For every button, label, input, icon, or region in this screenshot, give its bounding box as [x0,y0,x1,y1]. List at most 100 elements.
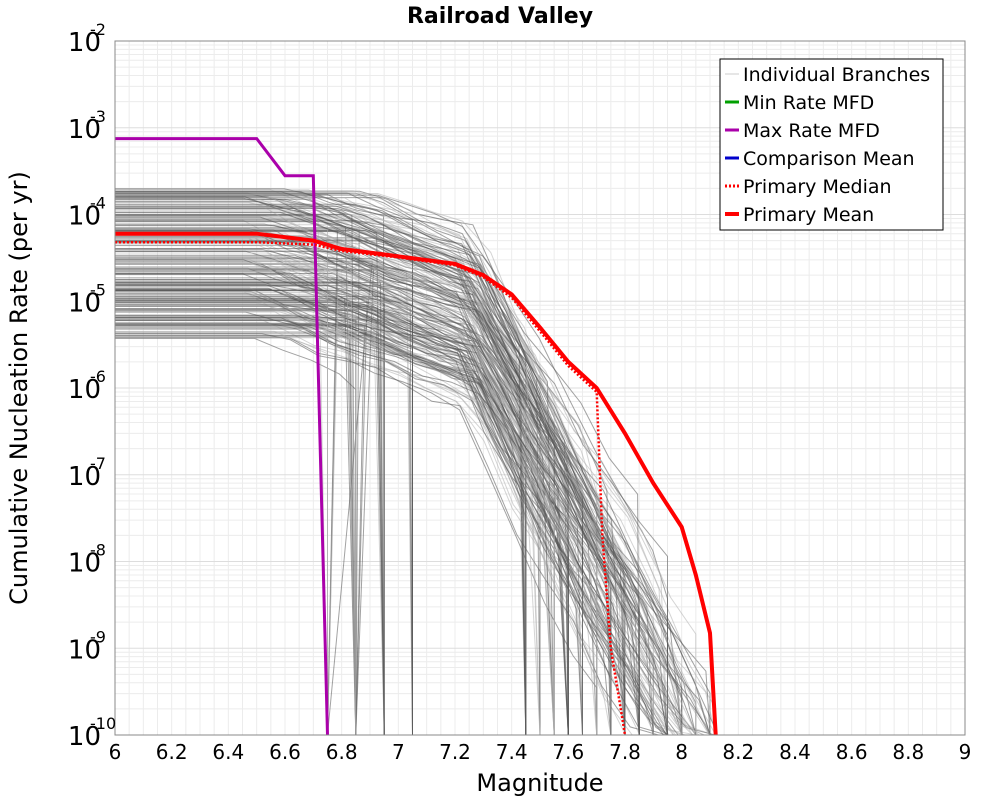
branch-line [115,282,385,736]
x-tick-label: 6 [109,740,122,764]
branch-line [115,308,583,736]
branch-line [115,268,612,736]
branch-line [115,194,697,735]
branch-line [115,295,339,736]
y-tick-label: 10-5 [68,280,106,318]
branch-line [115,335,716,736]
y-axis-label: Cumulative Nucleation Rate (per yr) [5,171,33,605]
y-tick-base: 10 [68,28,101,58]
y-tick-label: 10-8 [68,541,106,579]
y-tick-label: 10-4 [68,194,106,232]
branch-line [115,258,569,735]
y-tick-exponent: -3 [90,107,106,126]
y-tick-base: 10 [68,549,101,579]
branch-line [115,191,413,735]
branch-line [115,309,527,736]
branch-line [115,323,527,735]
branch-line [115,208,357,736]
branch-line [115,259,527,735]
legend-label: Primary Mean [743,204,874,226]
y-tick-exponent: -10 [90,714,116,733]
y-tick-base: 10 [68,462,101,492]
x-tick-label: 8.8 [892,740,924,764]
x-tick-label: 7.2 [439,740,471,764]
y-tick-exponent: -8 [90,541,106,560]
branch-line [115,228,683,736]
branch-line [115,255,710,736]
x-tick-label: 6.4 [212,740,244,764]
branch-line [115,311,583,735]
y-tick-exponent: -6 [90,367,106,386]
y-tick-base: 10 [68,115,101,145]
x-tick-label: 6.8 [326,740,358,764]
branch-line [115,228,541,736]
x-tick-label: 9 [959,740,972,764]
branch-line [115,201,626,736]
legend-label: Individual Branches [743,64,930,86]
branch-line [115,320,569,736]
legend-label: Max Rate MFD [743,120,880,142]
y-tick-label: 10-9 [68,627,106,665]
x-tick-label: 7.8 [609,740,641,764]
branch-line [115,263,555,735]
y-tick-label: 10-3 [68,107,106,145]
y-tick-base: 10 [68,722,101,752]
chart-title: Railroad Valley [407,4,593,29]
branch-line [115,211,640,735]
branch-line [115,317,682,736]
plot-frame [114,40,966,736]
branch-line [115,251,413,735]
individual-branches [115,188,717,736]
branch-line [115,200,683,736]
legend-box [719,58,944,231]
branch-line [115,237,555,736]
y-tick-label: 10-7 [68,454,106,492]
branch-line [115,291,598,736]
branch-line [115,196,612,735]
series-lines [115,137,718,736]
x-tick-labels: 6 6.2 6.4 6.6 6.8 7 7.2 7.4 7.6 7.8 8 8.2 8.4 8.6 8.8 9 [109,740,972,764]
x-tick-label: 7.6 [552,740,584,764]
x-tick-label: 6.6 [269,740,301,764]
branch-line [115,248,569,736]
branch-line [115,230,640,735]
branch-line [115,300,385,736]
branch-line [115,288,696,736]
y-tick-label: 10-2 [68,20,106,58]
branch-line [115,193,527,736]
y-tick-base: 10 [68,202,101,232]
y-tick-exponent: -5 [90,280,106,299]
series-max-rate-mfd [115,137,329,736]
branch-line [115,195,668,736]
branch-line [115,252,716,736]
legend-label: Comparison Mean [743,148,915,170]
branch-line [115,277,626,736]
x-tick-label: 8.6 [836,740,868,764]
branch-line [115,230,626,736]
x-tick-label: 8.2 [722,740,754,764]
y-tick-exponent: -4 [90,194,106,213]
branch-line [115,284,612,735]
legend-label: Primary Median [743,176,892,198]
branch-line [115,317,527,735]
legend-label: Min Rate MFD [743,92,874,114]
y-tick-base: 10 [68,635,101,665]
branch-line [115,268,711,736]
branch-line [115,281,385,735]
branch-line [115,190,598,735]
y-tick-base: 10 [68,288,101,318]
y-tick-exponent: -9 [90,627,106,646]
x-tick-label: 6.2 [156,740,188,764]
branch-line [115,197,626,735]
y-tick-label: 10-6 [68,367,106,405]
y-tick-exponent: -2 [90,20,106,39]
x-axis-label: Magnitude [476,769,603,797]
x-tick-label: 8.4 [779,740,811,764]
branch-line [115,294,555,735]
legend: Individual Branches Min Rate MFD Max Rate … [719,58,944,231]
x-tick-label: 7 [392,740,405,764]
series-primary-median [115,240,627,736]
branch-line [115,315,668,736]
